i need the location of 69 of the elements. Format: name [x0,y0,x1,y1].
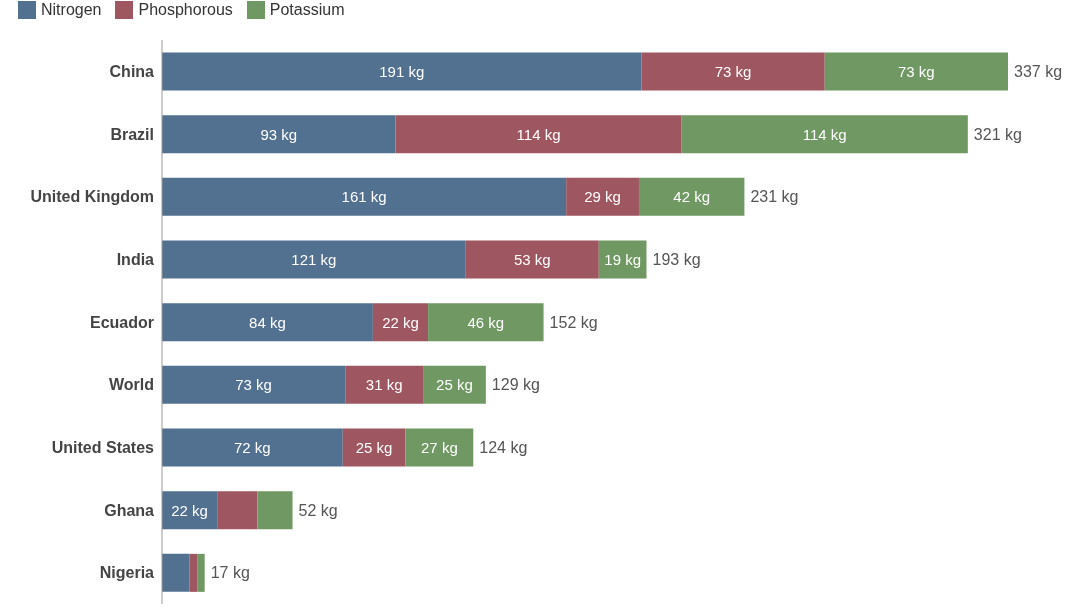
bar [162,303,373,342]
bar [162,115,396,154]
bar [423,365,486,404]
y-tick-label: Ecuador [89,313,154,331]
y-tick-label: World [108,376,154,394]
y-tick-label: India [116,251,155,269]
data-label: 73 kg [898,63,935,81]
bar [217,491,258,530]
bar [641,52,825,91]
bar [824,52,1008,91]
data-label: 84 kg [249,313,286,331]
bar [162,365,346,404]
bar [162,52,642,91]
total-label: 152 kg [549,313,598,331]
data-label: 114 kg [802,125,847,143]
y-tick-label: United Kingdom [30,188,154,206]
y-tick-label: China [109,63,155,81]
data-label: 93 kg [260,125,298,143]
total-label: 193 kg [652,251,701,269]
total-label: 52 kg [298,501,338,519]
data-label: 27 kg [421,439,458,457]
bar [372,303,429,342]
y-tick-label: Ghana [104,501,155,519]
data-label: 42 kg [673,188,711,206]
bar [162,428,343,467]
total-label: 337 kg [1014,63,1063,81]
data-label: 25 kg [436,376,473,394]
bar [189,553,198,592]
legend-label: Nitrogen [40,1,102,19]
data-label: 161 kg [341,188,387,206]
legend-label: Potassium [268,1,345,19]
bar [465,240,599,279]
bar [162,553,190,592]
bar [566,177,639,216]
total-label: 17 kg [210,564,250,582]
data-label: 31 kg [365,376,403,394]
data-label: 19 kg [604,251,642,269]
y-tick-label: United States [51,439,155,457]
bar [681,115,968,154]
total-label: 129 kg [491,376,540,394]
bar [257,491,293,530]
data-label: 191 kg [379,63,425,81]
data-label: 73 kg [235,376,272,394]
bar [428,303,544,342]
bar [162,177,567,216]
data-label: 121 kg [291,251,337,269]
y-tick-label: Brazil [110,125,154,143]
total-label: 321 kg [973,125,1022,143]
data-label: 22 kg [171,501,208,519]
total-label: 231 kg [750,188,799,206]
bar [162,240,466,279]
bar [598,240,647,279]
data-label: 53 kg [513,251,551,269]
bar [395,115,682,154]
data-label: 72 kg [234,439,271,457]
data-label: 114 kg [516,125,561,143]
data-label: 29 kg [584,188,621,206]
legend-label: Phosphorous [137,1,233,19]
y-tick-label: Nigeria [99,564,155,582]
bar [345,365,424,404]
bar [197,553,205,592]
bar [405,428,474,467]
data-label: 22 kg [382,313,419,331]
data-label: 46 kg [467,313,505,331]
bar [638,177,745,216]
data-label: 73 kg [714,63,752,81]
total-label: 124 kg [479,439,528,457]
bar [342,428,406,467]
data-label: 25 kg [355,439,393,457]
